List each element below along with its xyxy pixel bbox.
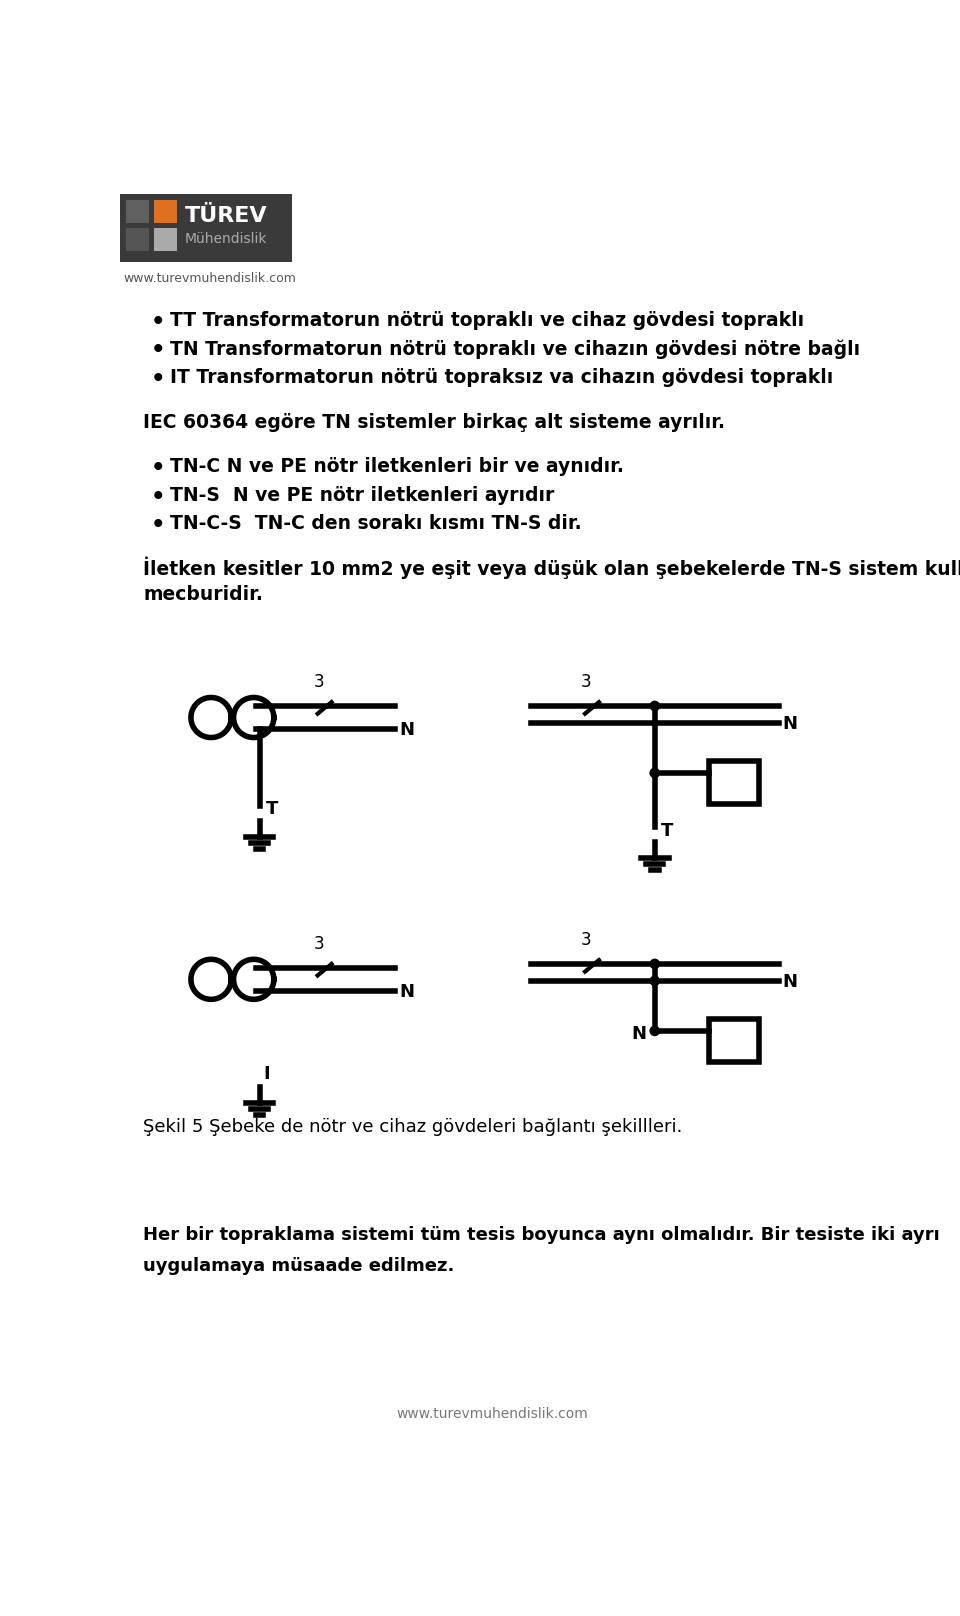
Text: TT Transformatorun nötrü topraklı ve cihaz gövdesi topraklı: TT Transformatorun nötrü topraklı ve cih… (170, 310, 804, 330)
Text: TÜREV: TÜREV (185, 207, 268, 226)
Circle shape (650, 701, 660, 711)
Circle shape (650, 960, 660, 968)
Text: TN-C-S  TN-C den sorakı kısmı TN-S dir.: TN-C-S TN-C den sorakı kısmı TN-S dir. (170, 514, 582, 533)
Text: T: T (266, 800, 278, 818)
Text: İletken kesitler 10 mm2 ye eşit veya düşük olan şebekelerde TN-S sistem kullanma: İletken kesitler 10 mm2 ye eşit veya düş… (143, 556, 960, 579)
Text: N: N (782, 973, 798, 991)
Text: •: • (151, 457, 165, 480)
Text: TN Transformatorun nötrü topraklı ve cihazın gövdesi nötre bağlı: TN Transformatorun nötrü topraklı ve cih… (170, 339, 860, 359)
Polygon shape (155, 228, 178, 250)
Text: TN-S  N ve PE nötr iletkenleri ayrıdır: TN-S N ve PE nötr iletkenleri ayrıdır (170, 486, 555, 504)
Text: N: N (399, 983, 414, 1000)
Text: •: • (151, 310, 165, 335)
Circle shape (650, 1026, 660, 1036)
Text: IEC 60364 egöre TN sistemler birkaç alt sisteme ayrılır.: IEC 60364 egöre TN sistemler birkaç alt … (143, 412, 725, 431)
Text: www.turevmuhendislik.com: www.turevmuhendislik.com (124, 273, 297, 286)
Polygon shape (126, 200, 150, 223)
Text: Şekil 5 Şebeke de nötr ve cihaz gövdeleri bağlantı şekillleri.: Şekil 5 Şebeke de nötr ve cihaz gövdeler… (143, 1118, 683, 1136)
Text: I: I (263, 1065, 270, 1083)
Text: IT Transformatorun nötrü topraksız va cihazın gövdesi topraklı: IT Transformatorun nötrü topraksız va ci… (170, 368, 833, 386)
Text: 3: 3 (581, 672, 591, 690)
Text: T: T (660, 823, 673, 840)
Text: N: N (399, 721, 414, 739)
Circle shape (650, 976, 660, 986)
Polygon shape (155, 200, 178, 223)
Text: N: N (782, 714, 798, 734)
Text: TN-C N ve PE nötr iletkenleri bir ve aynıdır.: TN-C N ve PE nötr iletkenleri bir ve ayn… (170, 457, 624, 477)
Text: 3: 3 (314, 934, 324, 952)
Polygon shape (126, 228, 150, 250)
Text: 3: 3 (314, 672, 324, 690)
Text: www.turevmuhendislik.com: www.turevmuhendislik.com (396, 1406, 588, 1420)
Text: Mühendislik: Mühendislik (185, 233, 268, 246)
Text: •: • (151, 486, 165, 509)
Text: mecburidir.: mecburidir. (143, 585, 263, 604)
Text: •: • (151, 514, 165, 537)
Text: uygulamaya müsaade edilmez.: uygulamaya müsaade edilmez. (143, 1257, 455, 1275)
Text: •: • (151, 368, 165, 391)
Text: N: N (632, 1025, 646, 1042)
Circle shape (650, 768, 660, 777)
Text: 3: 3 (581, 931, 591, 949)
Text: Her bir topraklama sistemi tüm tesis boyunca aynı olmalıdır. Bir tesiste iki ayr: Her bir topraklama sistemi tüm tesis boy… (143, 1225, 940, 1244)
Polygon shape (120, 194, 292, 262)
Text: •: • (151, 339, 165, 362)
